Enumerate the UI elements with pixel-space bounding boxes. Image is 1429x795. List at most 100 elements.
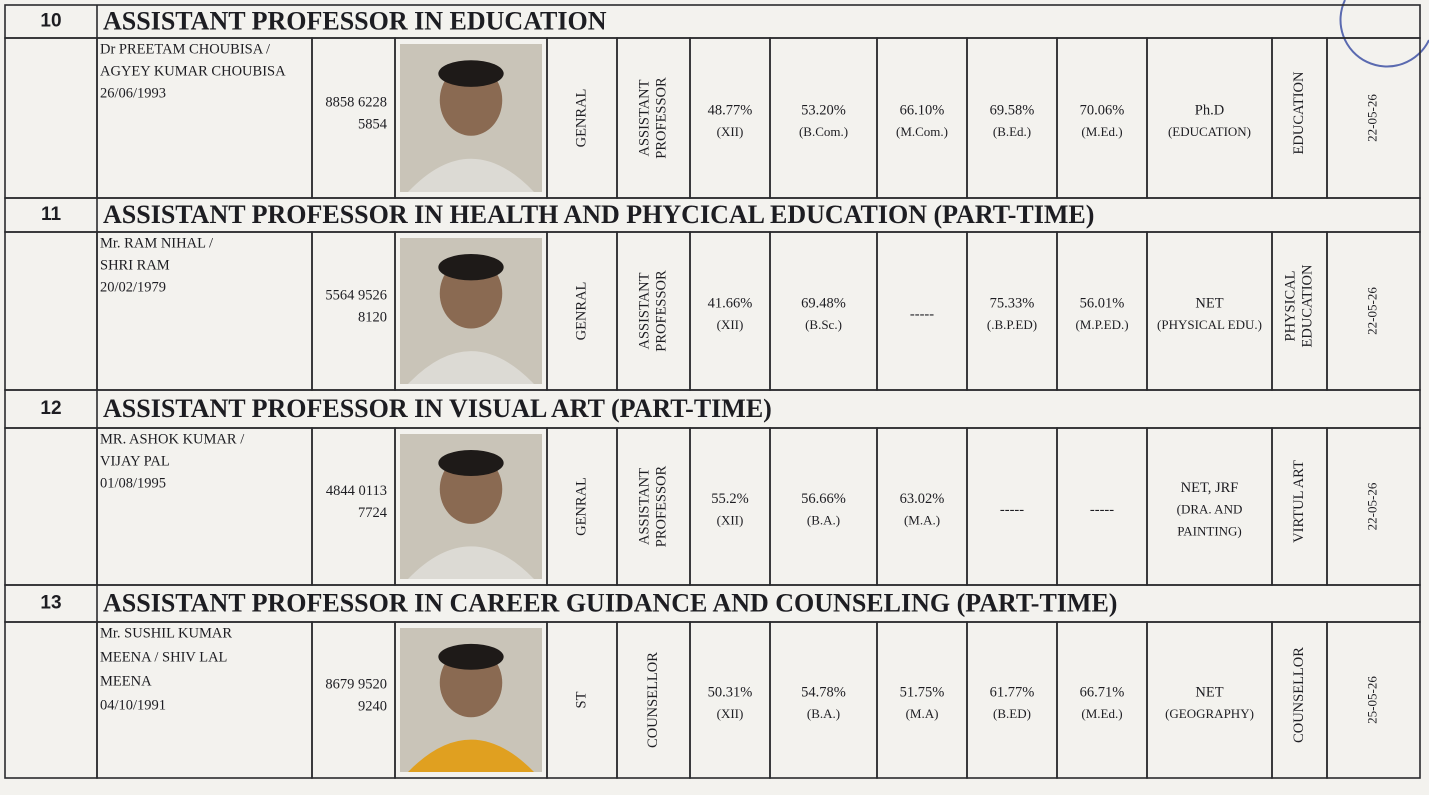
qualification: (M.Ed.) bbox=[1081, 124, 1122, 139]
candidate-name: AGYEY KUMAR CHOUBISA bbox=[100, 63, 286, 79]
photo-body bbox=[408, 739, 534, 772]
candidate-name: 20/02/1979 bbox=[100, 279, 166, 295]
qualification: ----- bbox=[910, 306, 934, 322]
post: ASSISTANT bbox=[636, 468, 652, 545]
subject: PHYSICAL bbox=[1282, 271, 1298, 342]
section-title: ASSISTANT PROFESSOR IN VISUAL ART (PART-… bbox=[103, 394, 772, 423]
phone: 5854 bbox=[358, 116, 388, 132]
phone: 5564 9526 bbox=[325, 287, 387, 303]
qualification: (B.Com.) bbox=[799, 124, 848, 139]
section-number: 13 bbox=[40, 593, 61, 614]
qualification: (B.A.) bbox=[807, 512, 840, 527]
qualification: (M.P.ED.) bbox=[1075, 317, 1128, 332]
candidate-name: 04/10/1991 bbox=[100, 697, 166, 713]
section-title: ASSISTANT PROFESSOR IN HEALTH AND PHYCIC… bbox=[103, 200, 1094, 229]
candidate-name: Dr PREETAM CHOUBISA / bbox=[100, 41, 271, 57]
qualification: 61.77% bbox=[990, 684, 1035, 700]
phone: 4844 0113 bbox=[326, 483, 387, 499]
qualification: 54.78% bbox=[801, 684, 846, 700]
qualification: (XII) bbox=[717, 512, 744, 527]
photo-hair bbox=[438, 60, 504, 87]
qualification: NET bbox=[1195, 684, 1223, 700]
qualification: 51.75% bbox=[900, 684, 945, 700]
post: ASSISTANT bbox=[636, 79, 652, 156]
candidate-name: MEENA bbox=[100, 673, 152, 689]
photo-hair bbox=[438, 449, 504, 477]
candidate-name: MR. ASHOK KUMAR / bbox=[100, 431, 245, 447]
candidate-name: 01/08/1995 bbox=[100, 475, 166, 491]
candidate-name: MEENA / SHIV LAL bbox=[100, 649, 227, 665]
category: GENRAL bbox=[573, 89, 589, 148]
qualification: ----- bbox=[1090, 502, 1114, 518]
candidate-name: SHRI RAM bbox=[100, 257, 170, 273]
candidate-name: Mr. SUSHIL KUMAR bbox=[100, 625, 232, 641]
category: ST bbox=[573, 691, 589, 708]
phone: 9240 bbox=[358, 698, 387, 714]
qualification: (DRA. AND bbox=[1177, 501, 1243, 516]
qualification: 48.77% bbox=[708, 102, 753, 118]
qualification: 66.71% bbox=[1080, 684, 1125, 700]
section-number: 12 bbox=[40, 398, 61, 419]
post: COUNSELLOR bbox=[645, 652, 661, 748]
qualification: Ph.D bbox=[1195, 102, 1224, 118]
post: PROFESSOR bbox=[653, 270, 669, 352]
date: 22-05-26 bbox=[1364, 287, 1379, 335]
qualification: 66.10% bbox=[900, 102, 945, 118]
section-number: 11 bbox=[41, 204, 62, 225]
qualification: 63.02% bbox=[900, 491, 945, 507]
qualification: 41.66% bbox=[708, 295, 753, 311]
subject: VIRTUL ART bbox=[1291, 460, 1307, 543]
qualification: (M.Ed.) bbox=[1081, 706, 1122, 721]
qualification: (B.Ed.) bbox=[993, 124, 1031, 139]
qualification: (XII) bbox=[717, 317, 744, 332]
phone: 8858 6228 bbox=[325, 94, 387, 110]
date: 22-05-26 bbox=[1364, 94, 1379, 142]
photo-body bbox=[408, 351, 534, 384]
qualification: (.B.P.ED) bbox=[987, 317, 1037, 332]
qualification: (B.ED) bbox=[993, 706, 1031, 721]
post: PROFESSOR bbox=[653, 465, 669, 547]
phone: 8120 bbox=[358, 309, 387, 325]
section-number: 10 bbox=[40, 11, 61, 32]
qualification: 56.66% bbox=[801, 491, 846, 507]
stamp bbox=[1339, 0, 1429, 68]
qualification: 56.01% bbox=[1080, 295, 1125, 311]
qualification: 53.20% bbox=[801, 102, 846, 118]
section-title: ASSISTANT PROFESSOR IN CAREER GUIDANCE A… bbox=[103, 588, 1117, 617]
candidate-name: 26/06/1993 bbox=[100, 85, 166, 101]
qualification: 69.48% bbox=[801, 295, 846, 311]
phone: 8679 9520 bbox=[325, 676, 387, 692]
photo-hair bbox=[438, 643, 504, 670]
qualification: 50.31% bbox=[708, 684, 753, 700]
qualification: (M.A.) bbox=[904, 512, 940, 527]
qualification: PAINTING) bbox=[1177, 523, 1242, 538]
qualification: 69.58% bbox=[990, 102, 1035, 118]
qualification: (M.Com.) bbox=[896, 124, 948, 139]
qualification: 75.33% bbox=[990, 295, 1035, 311]
qualification: (XII) bbox=[717, 124, 744, 139]
post: PROFESSOR bbox=[653, 77, 669, 159]
qualification: 70.06% bbox=[1080, 102, 1125, 118]
qualification: 55.2% bbox=[711, 491, 748, 507]
qualification: (B.A.) bbox=[807, 706, 840, 721]
subject: COUNSELLOR bbox=[1291, 647, 1307, 743]
category: GENRAL bbox=[573, 477, 589, 536]
cell bbox=[1326, 621, 1421, 779]
date: 22-05-26 bbox=[1364, 482, 1379, 530]
subject: EDUCATION bbox=[1291, 71, 1307, 154]
phone: 7724 bbox=[358, 505, 388, 521]
post: ASSISTANT bbox=[636, 272, 652, 349]
candidate-name: Mr. RAM NIHAL / bbox=[100, 235, 214, 251]
photo-hair bbox=[438, 254, 504, 281]
qualification: (B.Sc.) bbox=[805, 317, 842, 332]
category: GENRAL bbox=[573, 282, 589, 341]
qualification: (M.A) bbox=[906, 706, 939, 721]
photo-body bbox=[408, 546, 534, 579]
qualification: NET, JRF bbox=[1181, 480, 1239, 496]
subject: EDUCATION bbox=[1299, 264, 1315, 347]
qualification: (XII) bbox=[717, 706, 744, 721]
candidate-name: VIJAY PAL bbox=[100, 453, 170, 469]
qualification: (EDUCATION) bbox=[1168, 124, 1251, 139]
